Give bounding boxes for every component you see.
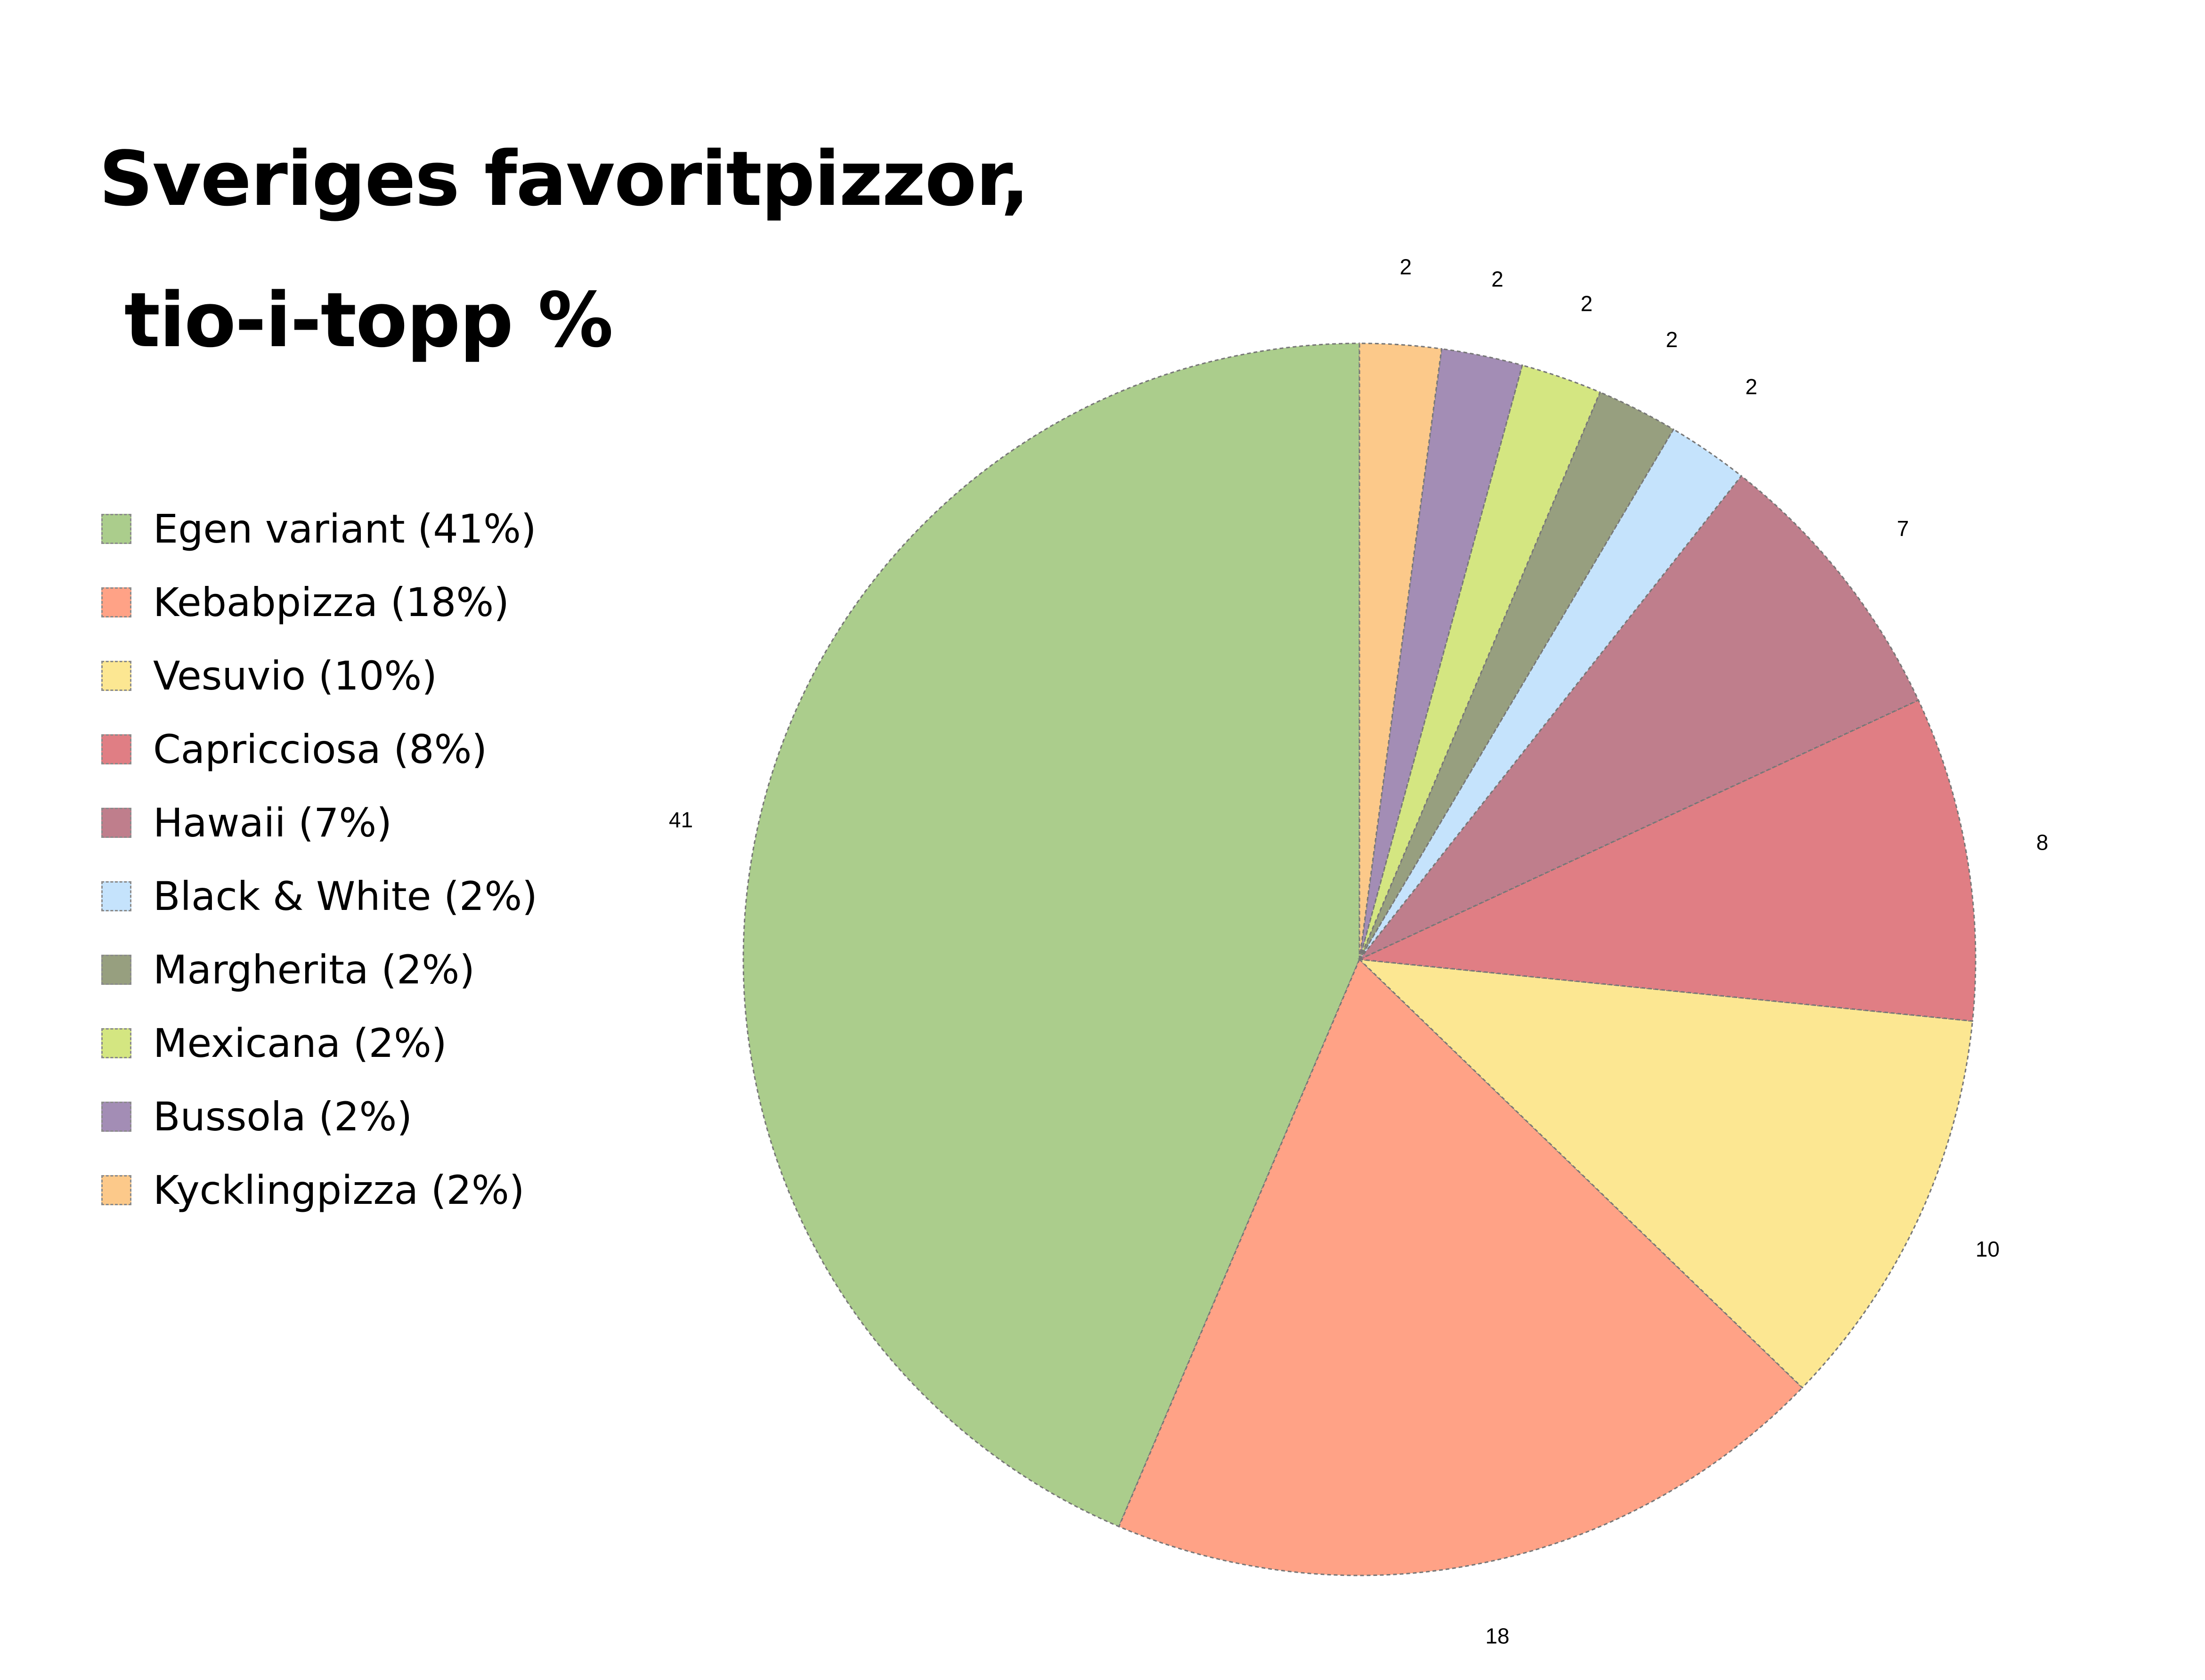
pie-slice-margherita xyxy=(1359,391,1675,960)
legend-item-vesuvio: Vesuvio (10%) xyxy=(101,639,537,713)
pie-data-label-vesuvio: 10 xyxy=(1976,1237,2000,1261)
chart-title: Sveriges favoritpizzor, tio-i-topp % xyxy=(99,108,1030,391)
pie-slice-capricciosa xyxy=(1357,699,1977,1022)
legend-swatch xyxy=(101,808,131,838)
pie-data-label-mexicana: 2 xyxy=(1580,291,1593,316)
legend-item-kycklingpizza: Kycklingpizza (2%) xyxy=(101,1153,537,1227)
pie-data-label-black-white: 2 xyxy=(1745,374,1757,399)
legend-label: Black & White (2%) xyxy=(153,873,537,919)
pie-data-label-bussola: 2 xyxy=(1491,267,1504,292)
legend-swatch xyxy=(101,1102,131,1132)
pie-data-label-capricciosa: 8 xyxy=(2036,830,2049,855)
legend-label: Kebabpizza (18%) xyxy=(153,579,509,625)
legend-item-mexicana: Mexicana (2%) xyxy=(101,1006,537,1080)
legend-item-egen-variant: Egen variant (41%) xyxy=(101,492,537,566)
pie-slice-black-white xyxy=(1359,428,1742,960)
legend-item-kebabpizza: Kebabpizza (18%) xyxy=(101,566,537,639)
chart-title-line-2: tio-i-topp % xyxy=(99,276,613,364)
legend-label: Vesuvio (10%) xyxy=(153,653,438,699)
legend-label: Margherita (2%) xyxy=(153,947,475,993)
pie-data-label-hawaii: 7 xyxy=(1897,516,1909,541)
legend-swatch xyxy=(101,514,131,544)
legend-label: Mexicana (2%) xyxy=(153,1020,447,1066)
pie-slice-bussola xyxy=(1359,348,1523,960)
pie-data-label-margherita: 2 xyxy=(1666,327,1678,352)
pie-slice-hawaii xyxy=(1359,475,1920,960)
legend-item-hawaii: Hawaii (7%) xyxy=(101,786,537,860)
chart-legend: Egen variant (41%) Kebabpizza (18%) Vesu… xyxy=(101,492,537,1227)
chart-title-line-1: Sveriges favoritpizzor, xyxy=(99,135,1030,223)
pie-slice-egen-variant xyxy=(742,342,1360,1528)
pie-data-label-kycklingpizza: 2 xyxy=(1399,254,1412,279)
legend-swatch xyxy=(101,1175,131,1205)
legend-item-bussola: Bussola (2%) xyxy=(101,1080,537,1153)
legend-swatch xyxy=(101,881,131,911)
legend-item-capricciosa: Capricciosa (8%) xyxy=(101,713,537,786)
pie-slice-kebabpizza xyxy=(1118,958,1804,1576)
legend-item-black-white: Black & White (2%) xyxy=(101,860,537,933)
legend-label: Kycklingpizza (2%) xyxy=(153,1167,525,1213)
pie-slice-mexicana xyxy=(1359,364,1601,960)
legend-swatch xyxy=(101,661,131,691)
legend-swatch xyxy=(101,1028,131,1058)
legend-swatch xyxy=(101,587,131,617)
pie-slice-kycklingpizza xyxy=(1359,342,1443,960)
legend-label: Capricciosa (8%) xyxy=(153,726,488,772)
legend-swatch xyxy=(101,734,131,764)
pie-data-label-kebabpizza: 18 xyxy=(1485,1624,1509,1648)
legend-label: Egen variant (41%) xyxy=(153,506,537,552)
pie-slice-vesuvio xyxy=(1357,958,1974,1389)
legend-label: Bussola (2%) xyxy=(153,1094,413,1140)
pie-data-label-egen-variant: 41 xyxy=(669,807,693,832)
legend-item-margherita: Margherita (2%) xyxy=(101,933,537,1006)
legend-label: Hawaii (7%) xyxy=(153,800,392,846)
legend-swatch xyxy=(101,955,131,985)
